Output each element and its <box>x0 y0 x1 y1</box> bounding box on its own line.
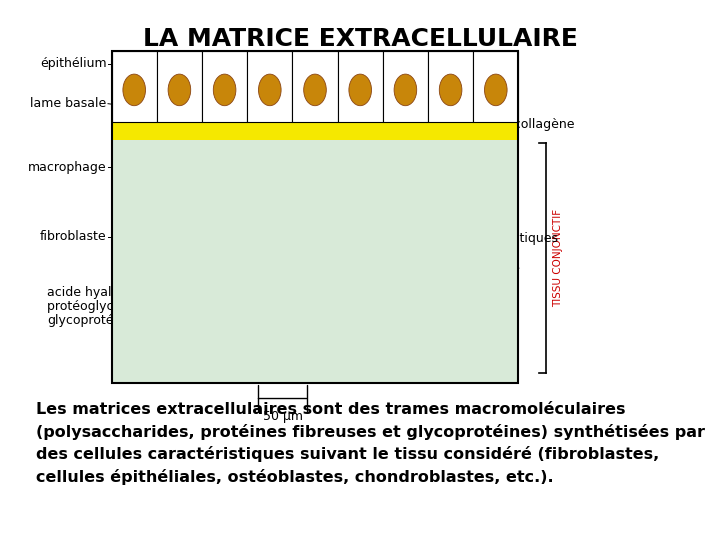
Ellipse shape <box>194 232 209 241</box>
Circle shape <box>344 238 387 270</box>
Circle shape <box>369 259 374 262</box>
Text: acide hyaluronique,: acide hyaluronique, <box>47 286 171 299</box>
Text: mastocyte: mastocyte <box>455 262 521 275</box>
Ellipse shape <box>181 321 236 348</box>
Text: protéoglycanes et: protéoglycanes et <box>47 300 160 313</box>
Ellipse shape <box>189 163 202 172</box>
Text: macrophage: macrophage <box>28 161 107 174</box>
Circle shape <box>364 242 368 246</box>
Text: LA MATRICE EXTRACELLULAIRE: LA MATRICE EXTRACELLULAIRE <box>143 27 577 51</box>
Ellipse shape <box>331 182 374 198</box>
Circle shape <box>372 247 377 250</box>
Circle shape <box>364 252 368 255</box>
Ellipse shape <box>184 296 204 308</box>
Text: épithélium: épithélium <box>40 57 107 70</box>
Circle shape <box>356 248 361 251</box>
Ellipse shape <box>201 330 217 340</box>
Circle shape <box>355 256 359 260</box>
Text: fibroblaste: fibroblaste <box>40 230 107 243</box>
Text: glycoprotéines: glycoprotéines <box>47 314 139 327</box>
Ellipse shape <box>233 308 250 319</box>
Circle shape <box>351 251 355 254</box>
Text: capillaire: capillaire <box>455 184 512 197</box>
Text: fibres de collagène: fibres de collagène <box>455 118 575 131</box>
Polygon shape <box>176 154 220 179</box>
Ellipse shape <box>212 298 270 328</box>
Text: TISSU CONJONCTIF: TISSU CONJONCTIF <box>553 209 563 307</box>
Ellipse shape <box>319 175 387 205</box>
Ellipse shape <box>162 285 227 320</box>
Circle shape <box>377 253 381 256</box>
Text: lame basale: lame basale <box>30 97 107 110</box>
Text: fibres élastiques: fibres élastiques <box>455 232 558 245</box>
Text: Les matrices extracellulaires sont des trames macromoléculaires
(polysaccharides: Les matrices extracellulaires sont des t… <box>36 402 705 485</box>
Polygon shape <box>166 226 241 247</box>
Text: 50 µm: 50 µm <box>263 410 302 423</box>
